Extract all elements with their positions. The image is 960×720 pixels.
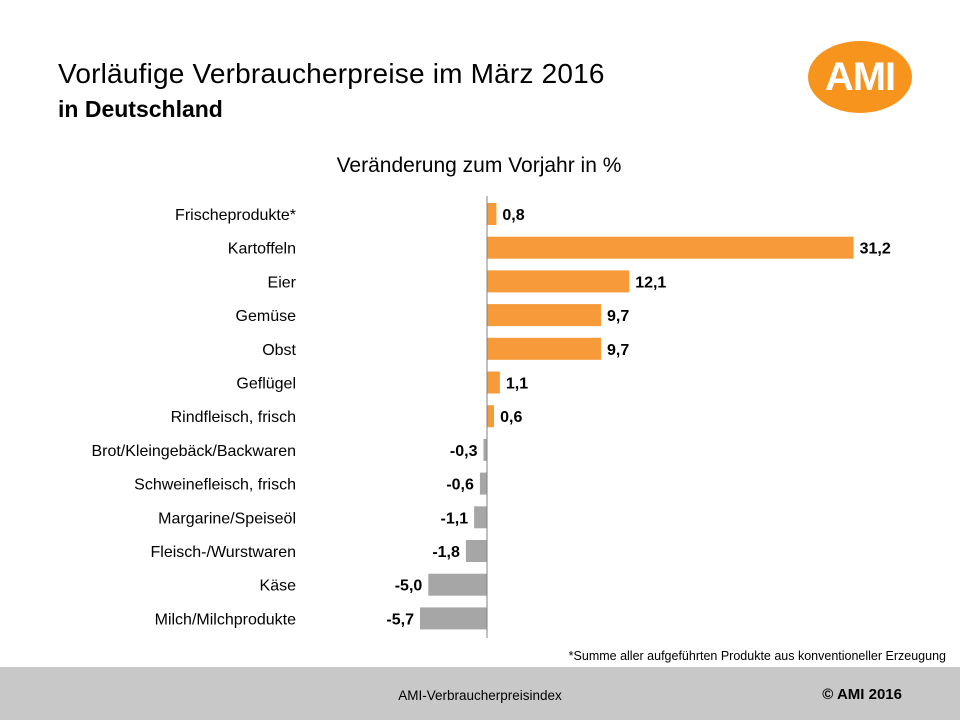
value-label: -1,1 [441,510,469,527]
chart-title: Veränderung zum Vorjahr in % [0,154,960,178]
page-subtitle: in Deutschland [58,96,223,122]
category-label: Käse [260,578,297,595]
bar-chart: Frischeprodukte* Kartoffeln Eier Gemüse Obst… [91,196,891,638]
chart-title-text: Veränderung zum Vorjahr in % [336,154,622,177]
bar-3 [487,270,630,293]
category-label: Milch/Milchprodukte [155,611,296,628]
bar-9 [479,472,487,495]
value-label: -0,3 [450,443,478,460]
bar-5 [487,337,601,360]
value-label: -1,8 [432,544,460,561]
category-label: Rindfleisch, frisch [171,409,296,426]
value-label: 12,1 [635,274,666,291]
bar-4 [487,304,601,327]
bar-13 [420,607,487,630]
category-label: Fleisch-/Wurstwaren [150,544,296,561]
footer-source: AMI-Verbraucherpreisindex [398,688,562,703]
bars-group [420,203,854,630]
category-label: Eier [268,274,297,291]
bar-10 [474,506,487,529]
bar-11 [465,540,488,562]
page-title: Vorläufige Verbraucherpreise im März 201… [58,58,605,89]
bar-2 [487,236,854,259]
bar-12 [428,573,488,596]
bar-8 [483,438,487,461]
value-label: -0,6 [446,477,474,494]
category-labels: Frischeprodukte* Kartoffeln Eier Gemüse Obst… [91,207,296,628]
category-label: Kartoffeln [228,241,296,258]
category-label: Schweinefleisch, frisch [134,477,296,494]
value-label: -5,0 [395,578,423,595]
value-label: 0,6 [500,409,522,426]
category-label: Gemüse [236,308,297,325]
footer-copyright: © AMI 2016 [822,686,902,703]
value-labels: 0,831,212,19,79,71,10,6-0,3-0,6-1,1-1,8-… [386,207,890,628]
category-label: Margarine/Speiseöl [158,510,296,527]
ami-logo: AMI [808,41,912,113]
category-label: Obst [262,342,296,359]
value-label: 31,2 [860,241,891,258]
footer-bar: AMI-Verbraucherpreisindex © AMI 2016 [0,667,960,720]
category-label: Frischeprodukte* [175,207,296,224]
footnote: *Summe aller aufgeführten Produkte aus k… [568,649,946,663]
value-label: -5,7 [386,611,414,628]
value-label: 1,1 [506,376,528,393]
value-label: 9,7 [607,342,629,359]
category-label: Brot/Kleingebäck/Backwaren [91,443,296,460]
bar-6 [487,371,500,394]
bar-7 [487,405,494,428]
value-label: 9,7 [607,308,629,325]
category-label: Geflügel [236,376,296,393]
logo-text: AMI [824,54,896,99]
bar-1 [487,203,497,225]
value-label: 0,8 [502,207,524,224]
